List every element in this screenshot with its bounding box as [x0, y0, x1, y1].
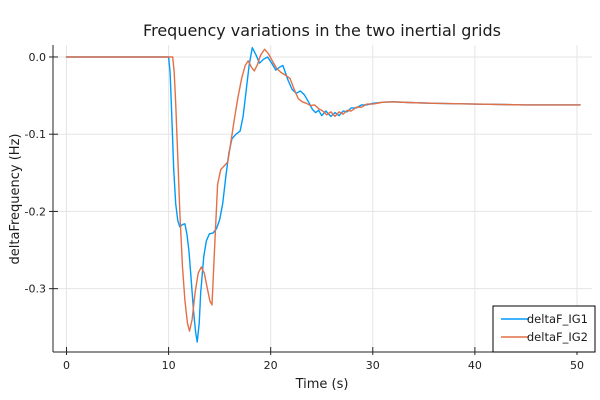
series-line-deltaF_IG1: [65, 47, 581, 343]
y-tick-label-0.0: 0.0: [29, 51, 47, 64]
series-line-deltaF_IG2: [65, 48, 581, 332]
x-tick-label-20: 20: [264, 359, 278, 372]
legend-label-deltaF_IG1: deltaF_IG1: [527, 312, 588, 326]
x-tick-label-50: 50: [570, 359, 584, 372]
legend-box: [492, 305, 596, 353]
y-axis-label: deltaFrequency (Hz): [8, 134, 23, 265]
x-axis-label: Time (s): [295, 377, 349, 392]
x-tick-label-40: 40: [468, 359, 482, 372]
y-tick-label--0.1: -0.1: [25, 128, 46, 141]
chart-title: Frequency variations in the two inertial…: [143, 21, 501, 40]
legend: deltaF_IG1 deltaF_IG2: [492, 305, 596, 353]
axes: 0 10 20 30 40 50 0.0 -0.1 -0.2 -0.3: [25, 45, 592, 372]
x-tick-label-30: 30: [366, 359, 380, 372]
series-lines: [65, 47, 581, 343]
legend-label-deltaF_IG2: deltaF_IG2: [527, 330, 588, 344]
x-tick-label-0: 0: [63, 359, 70, 372]
y-tick-label--0.2: -0.2: [25, 205, 46, 218]
y-tick-label--0.3: -0.3: [25, 283, 46, 296]
x-tick-label-10: 10: [162, 359, 176, 372]
